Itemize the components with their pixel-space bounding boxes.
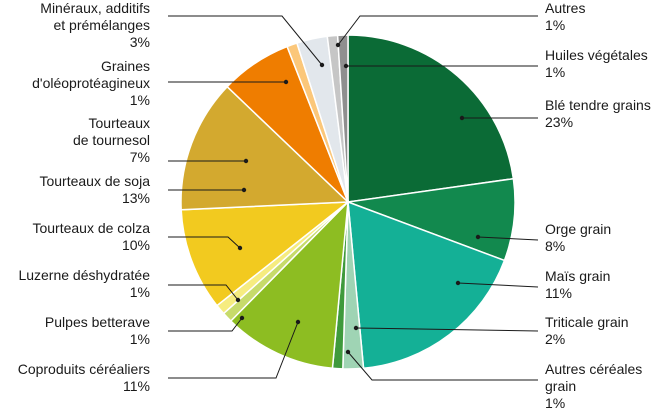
slice-label-14: Huiles végétales 1%	[545, 47, 648, 80]
slice-percent: 13%	[122, 190, 150, 206]
pie-slice-14	[336, 34, 349, 203]
slice-name: Maïs grain	[545, 268, 610, 284]
slice-label-10: Tourteaux de tournesol 7%	[73, 115, 150, 165]
slice-label-12: Minéraux, additifs et prémélanges 3%	[40, 0, 150, 50]
slice-percent: 1%	[130, 331, 150, 347]
slice-name: Orge grain	[545, 221, 611, 237]
pie-slice-9	[180, 85, 350, 211]
slice-percent: 1%	[130, 284, 150, 300]
slice-label-11: Graines d'oléoprotéagineux 1%	[32, 58, 150, 108]
leader-line-2	[457, 282, 539, 288]
pie-slice-0	[347, 34, 515, 203]
slice-percent: 23%	[545, 114, 573, 130]
leader-dot-14	[343, 63, 349, 69]
slice-name: grain	[545, 378, 576, 394]
slice-percent: 1%	[130, 92, 150, 108]
leader-lines	[168, 15, 539, 381]
leader-dot-6	[239, 315, 245, 321]
leader-dot-0	[459, 115, 465, 121]
slice-percent: 2%	[545, 331, 565, 347]
slice-percent: 8%	[545, 238, 565, 254]
slice-percent: 10%	[122, 237, 150, 253]
leader-line-13	[337, 15, 538, 46]
pie-slice-5	[229, 199, 349, 370]
leader-line-4	[347, 351, 538, 381]
slice-label-1: Orge grain 8%	[545, 221, 611, 254]
slice-percent: 1%	[545, 64, 565, 80]
slice-percent: 1%	[545, 395, 565, 411]
leader-dot-10	[243, 158, 249, 164]
pie-slices	[180, 34, 516, 370]
slice-percent: 11%	[123, 378, 150, 394]
slice-name: Blé tendre grains	[545, 97, 651, 113]
leader-dot-1	[475, 234, 481, 240]
slice-name: Tourteaux de colza	[32, 220, 150, 236]
slice-name: Autres	[545, 0, 585, 16]
leader-line-5	[168, 321, 299, 379]
slice-name: Coproduits céréaliers	[18, 361, 150, 377]
slice-label-4: Autres céréales grain 1%	[545, 361, 642, 411]
slice-name: Autres céréales	[545, 361, 642, 377]
leader-line-8	[168, 236, 241, 249]
slice-percent: 1%	[545, 17, 565, 33]
leader-dot-7	[235, 297, 241, 303]
leader-line-6	[168, 317, 243, 332]
slice-name: Triticale grain	[545, 314, 629, 330]
slice-name: Luzerne déshydratée	[18, 267, 150, 283]
slice-percent: 7%	[130, 149, 150, 165]
leader-line-12	[168, 15, 323, 66]
slice-percent: 3%	[130, 34, 150, 50]
slice-labels: Blé tendre grains 23% Orge grain 8% Maïs gra…	[18, 0, 651, 411]
slice-label-8: Tourteaux de colza 10%	[32, 220, 150, 253]
leader-dot-3	[353, 325, 359, 331]
slice-label-3: Triticale grain 2%	[545, 314, 629, 347]
leader-dot-5	[295, 319, 301, 325]
slice-label-7: Luzerne déshydratée 1%	[18, 267, 150, 300]
pie-slice-2	[347, 200, 506, 370]
leader-dot-11	[283, 79, 289, 85]
leader-line-1	[477, 236, 539, 241]
slice-label-2: Maïs grain 11%	[545, 268, 610, 301]
slice-name: d'oléoprotéagineux	[32, 75, 150, 91]
slice-name: Minéraux, additifs	[40, 0, 150, 16]
leader-line-7	[168, 284, 239, 301]
slice-label-0: Blé tendre grains 23%	[545, 97, 651, 130]
slice-label-6: Pulpes betterave 1%	[45, 314, 150, 347]
slice-percent: 11%	[545, 285, 572, 301]
slice-name: Graines	[101, 58, 150, 74]
slice-name: Pulpes betterave	[45, 314, 150, 330]
leader-dot-9	[241, 187, 247, 193]
slice-label-9: Tourteaux de soja 13%	[39, 173, 150, 206]
leader-dot-8	[237, 245, 243, 251]
slice-name: Tourteaux	[89, 115, 150, 131]
leader-dot-2	[455, 280, 461, 286]
slice-name: Tourteaux de soja	[39, 173, 150, 189]
leader-dot-12	[319, 62, 325, 68]
slice-label-13: Autres 1%	[545, 0, 585, 33]
slice-name: et prémélanges	[53, 17, 150, 33]
slice-label-5: Coproduits céréaliers 11%	[18, 361, 150, 394]
pie-slice-8	[180, 201, 351, 307]
leader-line-3	[355, 327, 539, 332]
leader-dot-13	[335, 42, 341, 48]
slice-name: de tournesol	[73, 132, 150, 148]
leader-dot-4	[345, 349, 351, 355]
slice-name: Huiles végétales	[545, 47, 648, 63]
